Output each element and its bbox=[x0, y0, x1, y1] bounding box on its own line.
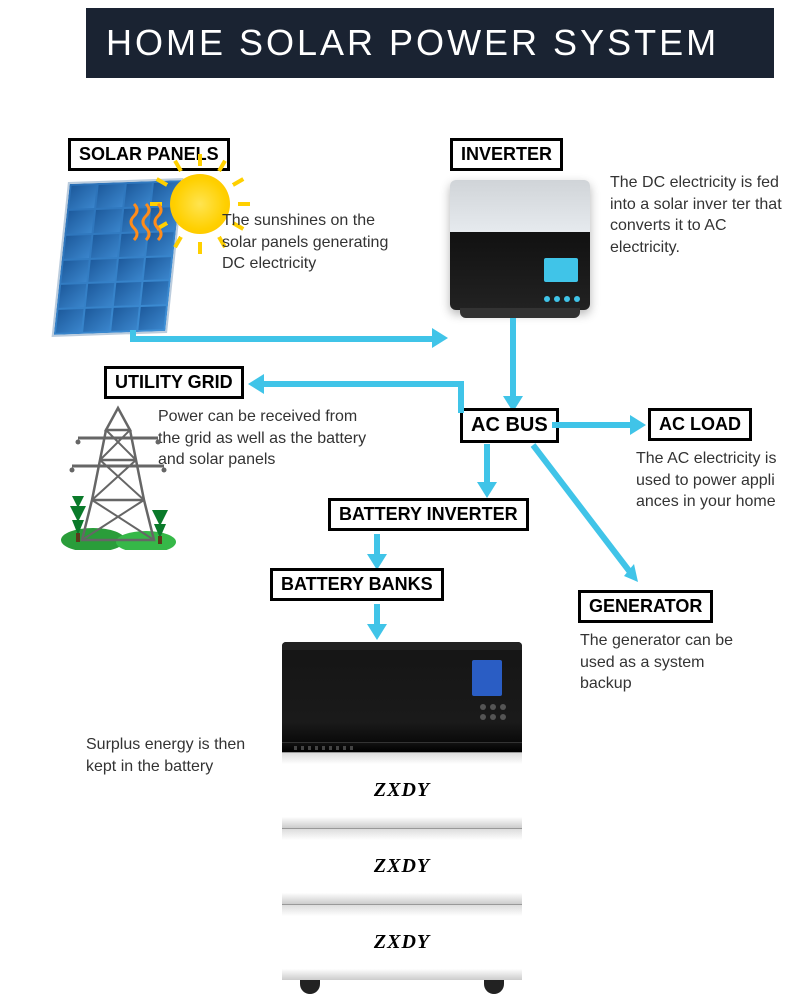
battery-brand-1: ZXDY bbox=[282, 752, 522, 828]
arrow-batbanks-battery bbox=[374, 604, 380, 626]
arrow-acbus-batinv-head bbox=[477, 482, 497, 498]
sun-icon bbox=[170, 174, 230, 234]
arrow-solar-inverter-head bbox=[432, 328, 448, 348]
utility-tower-icon bbox=[58, 400, 178, 550]
utility-grid-label: UTILITY GRID bbox=[104, 366, 244, 399]
arrow-acbus-acload bbox=[552, 422, 632, 428]
arrow-acbus-grid-v bbox=[458, 381, 464, 413]
arrow-batbanks-battery-head bbox=[367, 624, 387, 640]
arrow-acbus-grid-head bbox=[248, 374, 264, 394]
generator-label: GENERATOR bbox=[578, 590, 713, 623]
generator-desc: The generator can be used as a system ba… bbox=[580, 630, 750, 695]
arrow-inverter-acbus bbox=[510, 318, 516, 398]
ac-bus-label: AC BUS bbox=[460, 408, 559, 443]
battery-inverter-label: BATTERY INVERTER bbox=[328, 498, 529, 531]
inverter-label: INVERTER bbox=[450, 138, 563, 171]
inverter-desc: The DC electricity is fed into a solar i… bbox=[610, 172, 785, 258]
battery-icon: ZXDY ZXDY ZXDY bbox=[282, 642, 522, 994]
arrow-solar-inverter-h bbox=[130, 336, 435, 342]
heat-squiggle-icon bbox=[128, 202, 168, 246]
ac-load-label: AC LOAD bbox=[648, 408, 752, 441]
diagram-canvas: SOLAR PANELS The sunshines on the solar … bbox=[0, 8, 800, 940]
arrow-acbus-grid bbox=[262, 381, 458, 387]
arrow-batinv-batbanks bbox=[374, 534, 380, 556]
arrow-acbus-generator bbox=[530, 442, 660, 592]
utility-grid-desc: Power can be received from the grid as w… bbox=[158, 406, 378, 471]
battery-brand-2: ZXDY bbox=[282, 828, 522, 904]
battery-brand-3: ZXDY bbox=[282, 904, 522, 980]
inverter-icon bbox=[450, 180, 590, 310]
battery-banks-desc: Surplus energy is then kept in the batte… bbox=[86, 734, 266, 777]
arrow-acbus-acload-head bbox=[630, 415, 646, 435]
solar-panels-desc: The sunshines on the solar panels genera… bbox=[222, 210, 402, 275]
arrow-acbus-batinv bbox=[484, 444, 490, 484]
battery-banks-label: BATTERY BANKS bbox=[270, 568, 444, 601]
ac-load-desc: The AC electricity is used to power appl… bbox=[636, 448, 800, 513]
